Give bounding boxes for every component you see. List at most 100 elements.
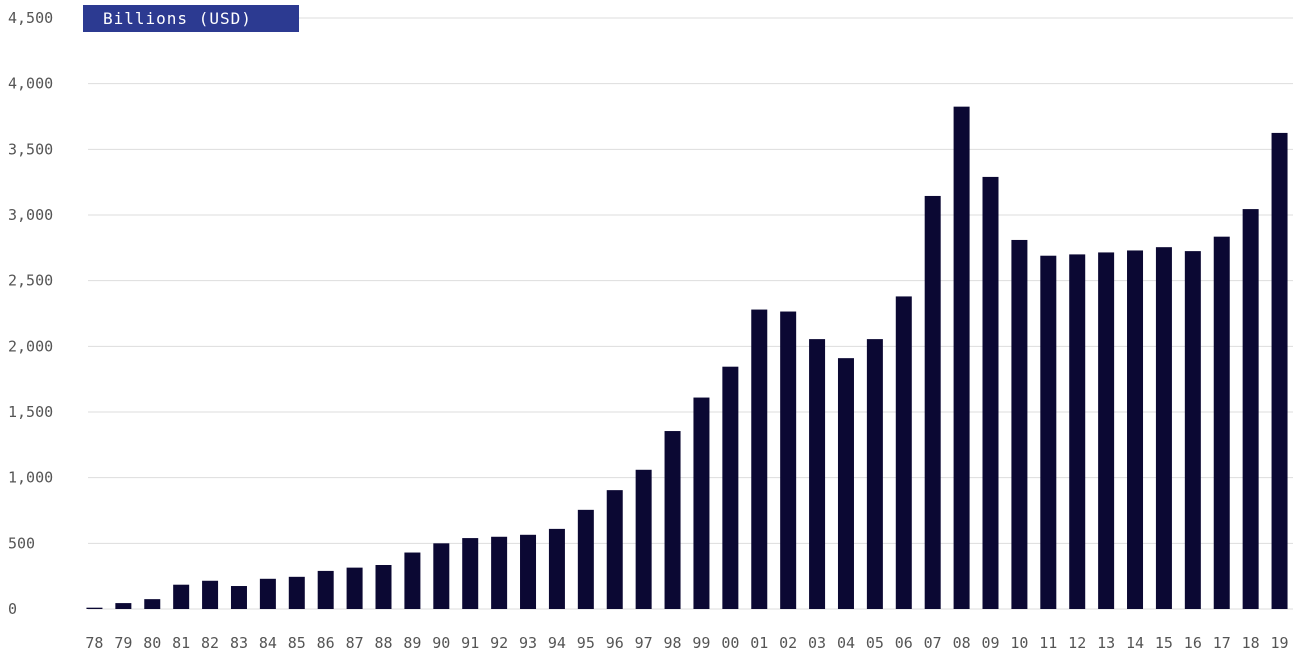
x-tick-label: 78: [85, 634, 103, 652]
x-tick-label: 94: [548, 634, 566, 652]
bar: [86, 607, 103, 609]
bar: [1184, 251, 1201, 609]
bar: [259, 578, 276, 609]
x-tick-label: 00: [721, 634, 739, 652]
x-tick-label: 02: [779, 634, 797, 652]
x-tick-label: 84: [259, 634, 277, 652]
y-tick-label: 2,000: [8, 337, 53, 355]
x-tick-label: 09: [981, 634, 999, 652]
bar: [982, 176, 999, 609]
y-tick-label: 4,000: [8, 75, 53, 93]
y-tick-label: 3,500: [8, 140, 53, 158]
bar: [144, 599, 161, 609]
x-tick-label: 18: [1242, 634, 1260, 652]
y-tick-label: 500: [8, 534, 35, 552]
bar: [1213, 236, 1230, 610]
bar: [924, 195, 941, 609]
bar: [1271, 132, 1288, 609]
x-tick-label: 99: [692, 634, 710, 652]
x-tick-label: 92: [490, 634, 508, 652]
x-tick-label: 16: [1184, 634, 1202, 652]
x-axis: 78 79 80 81 82 83 84 85 86 87 88 89 90 91 92 93 94 95 96 97…: [85, 634, 1288, 652]
bar: [1098, 252, 1115, 609]
bar: [173, 584, 190, 609]
bar: [577, 509, 594, 609]
x-tick-label: 88: [374, 634, 392, 652]
x-tick-label: 11: [1039, 634, 1057, 652]
bar: [953, 106, 970, 610]
y-tick-label: 3,000: [8, 206, 53, 224]
x-tick-label: 12: [1068, 634, 1086, 652]
bar: [1127, 250, 1144, 609]
x-tick-label: 97: [635, 634, 653, 652]
bar: [895, 296, 912, 609]
bar: [780, 311, 797, 609]
x-tick-label: 89: [403, 634, 421, 652]
bar: [375, 565, 392, 609]
x-tick-label: 86: [317, 634, 335, 652]
bar: [317, 570, 334, 609]
x-tick-label: 90: [432, 634, 450, 652]
unit-label: Billions (USD): [83, 5, 299, 32]
x-tick-label: 85: [288, 634, 306, 652]
x-tick-label: 06: [895, 634, 913, 652]
bar: [462, 538, 479, 609]
x-tick-label: 93: [519, 634, 537, 652]
y-tick-label: 4,500: [8, 9, 53, 27]
bar: [751, 309, 768, 609]
bar: [548, 528, 565, 609]
bar: [809, 339, 826, 609]
bar: [1011, 239, 1028, 609]
bar: [433, 543, 450, 609]
bar: [722, 366, 739, 609]
bar: [606, 490, 623, 609]
bar: [230, 586, 247, 609]
y-tick-label: 1,500: [8, 403, 53, 421]
x-tick-label: 87: [346, 634, 364, 652]
x-tick-label: 81: [172, 634, 190, 652]
y-tick-label: 1,000: [8, 469, 53, 487]
x-tick-label: 96: [606, 634, 624, 652]
bar: [115, 603, 132, 609]
x-tick-label: 19: [1271, 634, 1289, 652]
x-tick-label: 05: [866, 634, 884, 652]
x-tick-label: 98: [664, 634, 682, 652]
bar: [1040, 255, 1057, 610]
bar: [664, 431, 681, 609]
bar: [520, 534, 537, 609]
bar: [837, 358, 854, 609]
y-tick-label: 2,500: [8, 272, 53, 290]
grid: [88, 17, 1293, 610]
x-tick-label: 13: [1097, 634, 1115, 652]
bar: [1242, 209, 1259, 609]
bar: [866, 339, 883, 609]
x-tick-label: 07: [924, 634, 942, 652]
x-tick-label: 83: [230, 634, 248, 652]
x-tick-label: 17: [1213, 634, 1231, 652]
x-tick-label: 95: [577, 634, 595, 652]
bar: [1155, 247, 1172, 609]
x-tick-label: 82: [201, 634, 219, 652]
bar: [202, 580, 219, 609]
x-tick-label: 03: [808, 634, 826, 652]
x-tick-label: 08: [953, 634, 971, 652]
x-tick-label: 79: [114, 634, 132, 652]
bar: [288, 576, 305, 609]
bar: [693, 397, 710, 609]
x-tick-label: 04: [837, 634, 855, 652]
bar: [346, 567, 363, 609]
bar: [491, 536, 508, 609]
bar: [1069, 254, 1086, 609]
bar: [404, 552, 421, 609]
x-tick-label: 80: [143, 634, 161, 652]
x-tick-label: 15: [1155, 634, 1173, 652]
x-tick-label: 01: [750, 634, 768, 652]
decorative-shape: [776, 495, 945, 557]
x-tick-label: 10: [1010, 634, 1028, 652]
bars: [86, 106, 1288, 610]
y-tick-label: 0: [8, 600, 17, 618]
y-axis: 0 500 1,000 1,500 2,000 2,500 3,000 3,500 4,000 4…: [8, 9, 53, 618]
x-tick-label: 91: [461, 634, 479, 652]
bar: [635, 469, 652, 609]
